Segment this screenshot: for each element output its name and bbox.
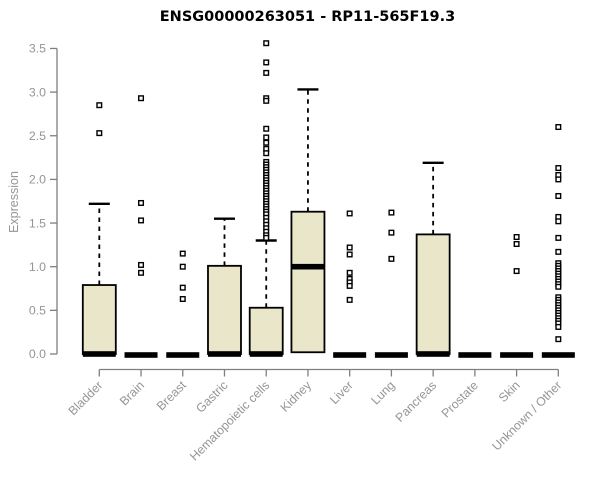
outlier-point xyxy=(263,97,270,104)
flat-box-unknown-other xyxy=(541,352,575,358)
outlier-point xyxy=(263,40,270,47)
y-tick-label: 1.0 xyxy=(29,260,46,274)
outlier-point xyxy=(346,251,353,258)
box-bladder xyxy=(81,284,117,355)
outlier-point xyxy=(555,165,562,172)
outlier-point xyxy=(179,250,186,257)
outlier-point xyxy=(138,95,145,102)
outlier-point xyxy=(138,269,145,276)
outlier-point xyxy=(346,244,353,251)
outlier-point xyxy=(555,218,562,225)
outlier-point xyxy=(346,269,353,276)
outlier-point xyxy=(263,134,270,141)
outlier-point xyxy=(513,234,520,241)
median-line xyxy=(416,351,450,357)
outlier-point xyxy=(513,241,520,248)
outlier-point xyxy=(96,102,103,109)
outlier-point xyxy=(179,263,186,270)
outlier-point xyxy=(263,59,270,66)
box-kidney xyxy=(290,210,326,354)
outlier-point xyxy=(513,268,520,275)
outlier-point xyxy=(138,261,145,268)
median-line xyxy=(207,351,241,357)
median-line xyxy=(82,351,116,357)
y-tick-label: 2.0 xyxy=(29,173,46,187)
y-tick-label: 3.0 xyxy=(29,85,46,99)
outlier-point xyxy=(388,229,395,236)
outlier-point xyxy=(179,296,186,303)
box-gastric xyxy=(207,264,242,355)
outlier-point xyxy=(138,199,145,206)
outlier-point xyxy=(555,336,562,343)
x-tick-label: Prostate xyxy=(439,378,481,420)
x-tick-label: Breast xyxy=(154,378,189,413)
flat-box-brain xyxy=(124,352,158,358)
flat-box-prostate xyxy=(458,352,492,358)
outlier-point xyxy=(555,234,562,241)
flat-box-lung xyxy=(374,352,408,358)
x-tick-label: Hematopoietic cells xyxy=(187,378,272,463)
outlier-point xyxy=(263,234,270,241)
x-tick-label: Pancreas xyxy=(393,378,440,425)
flat-box-breast xyxy=(166,352,200,358)
median-line xyxy=(249,351,283,357)
outlier-point xyxy=(388,209,395,216)
outlier-point xyxy=(138,217,145,224)
y-tick-label: 0.0 xyxy=(29,347,46,361)
flat-box-liver xyxy=(333,352,367,358)
outlier-point xyxy=(346,210,353,217)
outlier-point xyxy=(555,192,562,199)
x-tick-label: Brain xyxy=(117,378,147,408)
x-tick-label: Kidney xyxy=(278,378,315,415)
outlier-point xyxy=(263,125,270,132)
outlier-point xyxy=(555,124,562,131)
outlier-point xyxy=(555,323,562,330)
outlier-point xyxy=(263,150,270,157)
y-tick-label: 1.5 xyxy=(29,216,46,230)
outlier-point xyxy=(555,176,562,183)
x-tick-label: Lung xyxy=(368,378,397,407)
box-pancreas xyxy=(415,233,451,355)
outlier-point xyxy=(346,296,353,303)
chart-title: ENSG00000263051 - RP11-565F19.3 xyxy=(159,9,456,25)
outlier-point xyxy=(388,255,395,262)
x-tick-label: Skin xyxy=(496,378,523,405)
y-tick-label: 2.5 xyxy=(29,129,46,143)
y-tick-label: 0.5 xyxy=(29,304,46,318)
x-tick-label: Liver xyxy=(327,378,356,407)
y-tick-label: 3.5 xyxy=(29,42,46,56)
outlier-point xyxy=(263,139,270,146)
outlier-point xyxy=(263,69,270,76)
outlier-point xyxy=(555,283,562,290)
outlier-point xyxy=(555,248,562,255)
outlier-point xyxy=(346,282,353,289)
outlier-point xyxy=(96,130,103,137)
x-tick-label: Bladder xyxy=(66,378,106,418)
flat-box-skin xyxy=(500,352,534,358)
median-line xyxy=(291,263,325,270)
box-hematopoietic-cells xyxy=(248,306,284,355)
outlier-point xyxy=(179,284,186,291)
x-tick-label: Gastric xyxy=(193,378,230,415)
